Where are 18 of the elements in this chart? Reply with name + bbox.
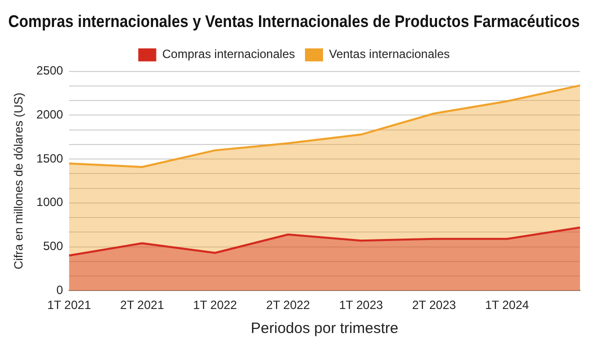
x-tick-label: 1T 2021 xyxy=(47,298,92,312)
y-tick-label: 500 xyxy=(43,239,64,254)
y-tick-label: 1000 xyxy=(36,195,64,210)
x-tick-label: 2T 2022 xyxy=(266,298,310,312)
y-tick-label: 2500 xyxy=(36,64,64,78)
x-tick-label: 2T 2023 xyxy=(412,298,456,312)
legend-label: Ventas internacionales xyxy=(328,47,450,62)
y-tick-label: 2000 xyxy=(36,108,64,122)
x-tick-label: 1T 2022 xyxy=(193,298,238,312)
chart-title: Compras internacionales y Ventas Internacionales de Productos Farmacéuticos xyxy=(8,12,580,32)
x-tick-label: 2T 2021 xyxy=(120,298,164,312)
x-tick-label: 1T 2024 xyxy=(485,298,530,312)
legend-label: Compras internacionales xyxy=(162,47,295,62)
y-tick-label: 0 xyxy=(56,282,64,297)
x-axis-title: Periodos por trimestre xyxy=(250,320,398,338)
y-tick-label: 1500 xyxy=(36,151,64,166)
y-axis-title: Cifra en millones de dólares (US) xyxy=(12,92,26,270)
x-tick-label: 1T 2023 xyxy=(339,298,384,312)
